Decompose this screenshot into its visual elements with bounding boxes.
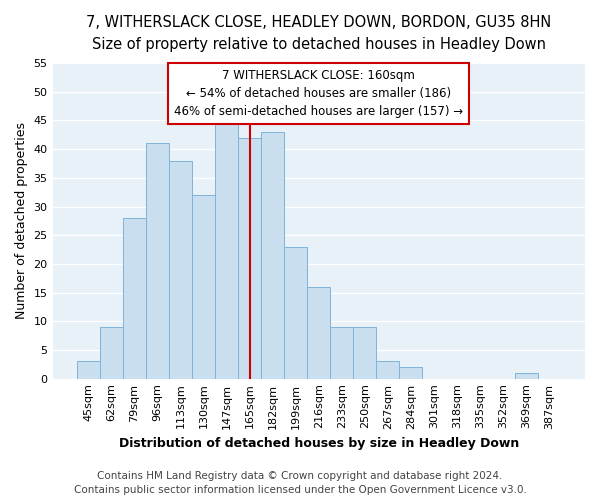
Y-axis label: Number of detached properties: Number of detached properties xyxy=(15,122,28,320)
Bar xyxy=(400,367,422,378)
Bar xyxy=(515,373,538,378)
Bar xyxy=(353,327,376,378)
Bar xyxy=(376,362,400,378)
Bar xyxy=(261,132,284,378)
Title: 7, WITHERSLACK CLOSE, HEADLEY DOWN, BORDON, GU35 8HN
Size of property relative t: 7, WITHERSLACK CLOSE, HEADLEY DOWN, BORD… xyxy=(86,15,551,52)
Bar xyxy=(100,327,123,378)
Bar xyxy=(146,144,169,378)
Bar xyxy=(330,327,353,378)
Text: Contains HM Land Registry data © Crown copyright and database right 2024.
Contai: Contains HM Land Registry data © Crown c… xyxy=(74,471,526,495)
Bar xyxy=(215,114,238,378)
Bar xyxy=(77,362,100,378)
Bar xyxy=(238,138,261,378)
Bar xyxy=(307,287,330,378)
Bar xyxy=(192,195,215,378)
Text: 7 WITHERSLACK CLOSE: 160sqm
← 54% of detached houses are smaller (186)
46% of se: 7 WITHERSLACK CLOSE: 160sqm ← 54% of det… xyxy=(174,70,463,118)
Bar xyxy=(123,218,146,378)
X-axis label: Distribution of detached houses by size in Headley Down: Distribution of detached houses by size … xyxy=(119,437,519,450)
Bar xyxy=(169,160,192,378)
Bar xyxy=(284,246,307,378)
